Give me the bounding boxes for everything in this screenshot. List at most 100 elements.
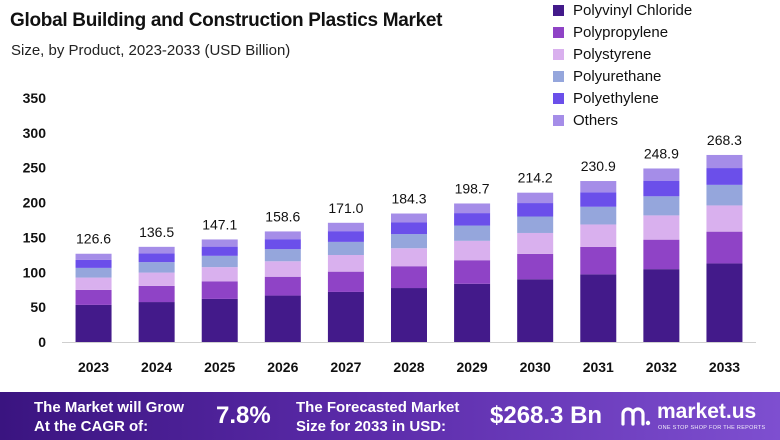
bar-total-label: 248.9	[644, 145, 679, 161]
bar-segment	[454, 283, 491, 342]
logo-name: market.us	[657, 400, 757, 423]
bar-segment	[201, 239, 238, 247]
bar-segment	[517, 253, 554, 280]
bar-segment	[391, 234, 427, 249]
bar-segment	[454, 260, 491, 284]
legend-item: Polyurethane	[553, 66, 773, 86]
chart-plot: 0 50 100 150 200 250 300 350 126.6 2023 136.5 2024 1…	[23, 90, 756, 375]
bar-segment	[327, 231, 364, 242]
y-tick-label: 300	[23, 125, 47, 141]
bar-segment	[706, 154, 743, 169]
bar-segment	[264, 231, 301, 240]
bar-segment	[580, 206, 617, 225]
bar-total-label: 171.0	[328, 200, 363, 216]
cagr-label-line-2: At the CAGR of:	[34, 418, 149, 435]
legend-swatch	[553, 48, 564, 60]
bar-segment	[201, 267, 238, 282]
bar-segment	[454, 225, 491, 241]
bar-segment	[138, 246, 175, 254]
legend-label: Polypropylene	[573, 23, 669, 41]
bar-segment	[201, 246, 238, 256]
bar-segment	[327, 222, 364, 232]
legend-item: Polystyrene	[553, 44, 773, 64]
bar-total-label: 230.9	[581, 158, 616, 174]
bar-segment	[706, 263, 743, 342]
bar-segment	[138, 272, 175, 286]
bar-segment	[327, 291, 364, 342]
bar-segment	[391, 248, 427, 267]
bar-segment	[706, 231, 743, 264]
footer-banner: The Market will Grow At the CAGR of: 7.8…	[0, 392, 780, 440]
bar-segment	[75, 259, 112, 268]
bar-segment	[327, 241, 364, 255]
bar-segment	[580, 274, 617, 342]
bar-segment	[454, 213, 491, 226]
bar-segment	[706, 205, 743, 232]
bar-segment	[454, 240, 491, 261]
legend-label: Polyurethane	[573, 67, 662, 85]
bar-segment	[517, 203, 554, 217]
legend-label: Others	[573, 111, 619, 129]
x-tick-label: 2025	[204, 359, 235, 375]
bar-total-label: 136.5	[139, 224, 174, 240]
bar-total-label: 126.6	[76, 231, 111, 247]
bar-segment	[75, 267, 112, 278]
bar-segment	[391, 222, 427, 235]
bar-segment	[138, 253, 175, 263]
bar-segment	[643, 215, 680, 240]
x-tick-label: 2029	[457, 359, 488, 375]
bar-segment	[706, 184, 743, 206]
x-tick-label: 2028	[393, 359, 424, 375]
bar-segment	[264, 249, 301, 262]
bar-segment	[643, 239, 680, 270]
x-tick-label: 2033	[709, 359, 740, 375]
bar-segment	[264, 295, 301, 342]
bar-segment	[706, 168, 743, 185]
bar-segment	[327, 271, 364, 292]
legend-item: Polyvinyl Chloride	[553, 0, 773, 20]
bar-segment	[643, 180, 680, 197]
x-tick-label: 2031	[583, 359, 614, 375]
legend-label: Polystyrene	[573, 45, 652, 63]
cagr-label-line-1: The Market will Grow	[34, 399, 185, 416]
cagr-value: 7.8%	[216, 402, 271, 429]
bar-segment	[580, 224, 617, 247]
chart-subtitle: Size, by Product, 2023-2033 (USD Billion…	[11, 42, 291, 59]
bar-segment	[643, 269, 680, 342]
bar-segment	[517, 216, 554, 233]
bar-segment	[201, 298, 238, 342]
bar-segment	[264, 239, 301, 250]
legend-swatch	[553, 70, 564, 82]
y-tick-label: 350	[23, 90, 47, 106]
y-tick-label: 0	[38, 334, 46, 350]
legend-label: Polyethylene	[573, 89, 659, 107]
bar-segment	[580, 181, 617, 193]
x-tick-label: 2032	[646, 359, 677, 375]
bar-segment	[580, 192, 617, 207]
forecast-label: The Forecasted Market Size for 2033 in U…	[296, 398, 459, 436]
bar-total-label: 268.3	[707, 132, 742, 148]
bar-total-label: 214.2	[518, 170, 553, 186]
market-us-logo-icon	[621, 407, 651, 426]
bar-segment	[517, 192, 554, 204]
bar-segment	[391, 266, 427, 289]
bar-segment	[580, 246, 617, 275]
legend-label: Polyvinyl Chloride	[573, 1, 693, 19]
bar-segment	[264, 261, 301, 277]
bar-segment	[138, 302, 175, 342]
legend-item: Polypropylene	[553, 22, 773, 42]
bar-total-label: 147.1	[202, 216, 237, 232]
bar-segment	[643, 168, 680, 181]
bar-segment	[391, 288, 427, 342]
y-tick-label: 200	[23, 195, 47, 211]
bar-total-label: 198.7	[455, 180, 490, 196]
bar-segment	[138, 285, 175, 303]
y-tick-label: 150	[23, 229, 47, 245]
bar-segment	[454, 203, 491, 214]
legend-item: Polyethylene	[553, 88, 773, 108]
legend-swatch	[553, 4, 564, 16]
legend-swatch	[553, 26, 564, 38]
bar-total-label: 184.3	[391, 191, 426, 207]
bar-segment	[643, 196, 680, 216]
bar-segment	[264, 276, 301, 296]
